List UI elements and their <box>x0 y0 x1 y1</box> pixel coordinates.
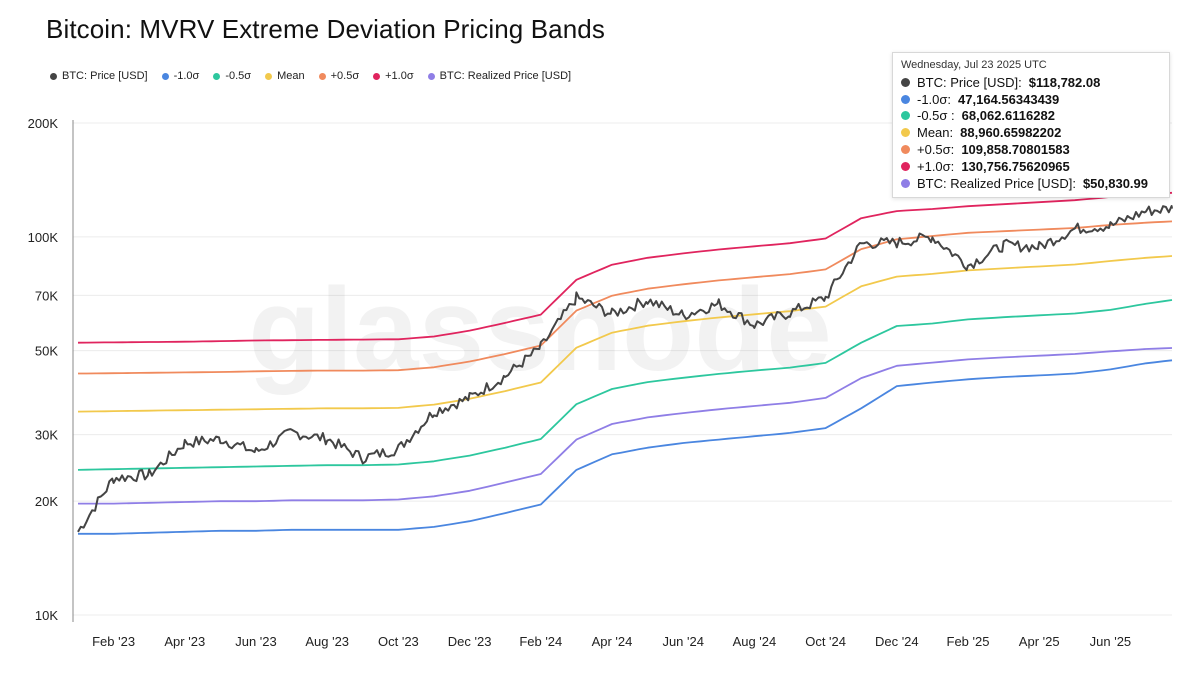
tooltip-value: 68,062.6116282 <box>961 108 1055 124</box>
y-tick-label: 200K <box>28 116 59 131</box>
legend-dot <box>50 72 57 80</box>
tooltip-row: BTC: Price [USD]: $118,782.08 <box>901 74 1161 91</box>
x-tick-label: Aug '23 <box>305 634 349 649</box>
legend-dot <box>318 72 326 80</box>
series-line-5[interactable] <box>77 191 1173 344</box>
x-tick-label: Jun '24 <box>662 634 704 649</box>
legend-item-realized-price[interactable]: BTC: Realized Price [USD] <box>427 70 572 82</box>
x-tick-label: Feb '25 <box>947 634 990 649</box>
x-axis-ticks: Feb '23 Apr '23 Jun '23 Aug '23 Oct '23 Dec '… <box>92 634 1131 649</box>
tooltip-value: $50,830.99 <box>1082 175 1149 191</box>
x-tick-label: Dec '23 <box>448 634 492 649</box>
legend-item-minus-1-sigma[interactable]: -1.0σ <box>161 70 200 82</box>
watermark: glassnode <box>248 264 832 396</box>
x-tick-label: Apr '25 <box>1019 634 1060 649</box>
y-tick-label: 70K <box>35 288 58 303</box>
legend-label: Mean <box>277 70 305 82</box>
tooltip-value: 130,756.75620965 <box>961 158 1070 174</box>
tooltip-date: Wednesday, Jul 23 2025 UTC <box>901 59 1047 71</box>
legend-dot <box>427 72 435 80</box>
series-line-6[interactable] <box>78 347 1173 505</box>
legend-item-plus-1-sigma[interactable]: +1.0σ <box>373 70 414 82</box>
tooltip-label: +1.0σ: <box>917 158 955 174</box>
tooltip-dot <box>901 145 910 155</box>
tooltip-row: -0.5σ : 68,062.6116282 <box>901 108 1161 125</box>
legend-item-plus-half-sigma[interactable]: +0.5σ <box>318 70 360 82</box>
tooltip-dot <box>901 128 910 138</box>
x-tick-label: Jun '25 <box>1090 634 1132 649</box>
tooltip-row: +1.0σ: 130,756.75620965 <box>901 158 1161 175</box>
x-tick-label: Oct '23 <box>378 634 419 649</box>
legend-label: -0.5σ <box>225 70 252 82</box>
tooltip-row: -1.0σ: 47,164.56343439 <box>901 91 1161 108</box>
legend-item-btc-price[interactable]: BTC: Price [USD] <box>50 70 148 82</box>
tooltip-dot <box>901 111 910 121</box>
legend-dot <box>161 72 169 80</box>
x-tick-label: Oct '24 <box>805 634 846 649</box>
legend-label: +0.5σ <box>330 70 360 82</box>
tooltip-dot <box>901 94 910 104</box>
legend-label: BTC: Realized Price [USD] <box>439 70 572 82</box>
y-tick-label: 100K <box>28 230 59 245</box>
series-line-3[interactable] <box>77 255 1173 413</box>
series-line-0[interactable] <box>77 205 1173 533</box>
x-tick-label: Jun '23 <box>235 634 277 649</box>
y-tick-label: 30K <box>35 428 58 443</box>
chart-title: Bitcoin: MVRV Extreme Deviation Pricing … <box>46 14 605 44</box>
x-tick-label: Dec '24 <box>875 634 919 649</box>
x-tick-label: Apr '24 <box>592 634 633 649</box>
tooltip-row: BTC: Realized Price [USD]: $50,830.99 <box>901 175 1161 192</box>
tooltip-dot <box>901 178 910 188</box>
y-tick-label: 10K <box>35 608 58 623</box>
tooltip-row: +0.5σ: 109,858.70801583 <box>901 141 1161 158</box>
legend-dot <box>213 72 221 80</box>
tooltip-value: 109,858.70801583 <box>961 142 1070 158</box>
legend-dot <box>265 72 273 80</box>
series-line-1[interactable] <box>78 359 1173 535</box>
legend-item-minus-half-sigma[interactable]: -0.5σ <box>213 70 251 82</box>
tooltip-label: BTC: Realized Price [USD]: <box>917 175 1076 191</box>
hover-tooltip: Wednesday, Jul 23 2025 UTC BTC: Price [U… <box>892 52 1170 198</box>
tooltip-value: 47,164.56343439 <box>958 91 1060 107</box>
tooltip-value: $118,782.08 <box>1028 74 1101 90</box>
tooltip-label: -0.5σ : <box>917 108 955 124</box>
y-tick-label: 50K <box>35 344 58 359</box>
legend: BTC: Price [USD] -1.0σ -0.5σ Mean +0.5σ … <box>50 70 571 82</box>
series-lines <box>77 191 1173 535</box>
legend-item-mean[interactable]: Mean <box>265 70 305 82</box>
legend-label: +1.0σ <box>385 70 414 82</box>
tooltip-dot <box>901 77 910 87</box>
x-tick-label: Aug '24 <box>733 634 777 649</box>
legend-label: BTC: Price [USD] <box>62 70 148 82</box>
x-tick-label: Feb '23 <box>92 634 135 649</box>
series-line-2[interactable] <box>77 299 1173 471</box>
y-tick-label: 20K <box>35 494 58 509</box>
series-line-4[interactable] <box>78 220 1173 375</box>
tooltip-label: BTC: Price [USD]: <box>917 74 1022 90</box>
tooltip-label: -1.0σ: <box>917 91 952 107</box>
tooltip-label: Mean: <box>917 125 954 141</box>
tooltip-value: 88,960.65982202 <box>960 125 1062 141</box>
tooltip-row: Mean: 88,960.65982202 <box>901 124 1161 141</box>
x-tick-label: Feb '24 <box>519 634 562 649</box>
tooltip-label: +0.5σ: <box>917 142 955 158</box>
legend-label: -1.0σ <box>173 70 200 82</box>
x-tick-label: Apr '23 <box>164 634 205 649</box>
legend-dot <box>373 72 381 80</box>
tooltip-dot <box>901 161 910 171</box>
y-axis-ticks: 10K 20K 30K 50K 70K 100K 200K <box>28 116 59 623</box>
